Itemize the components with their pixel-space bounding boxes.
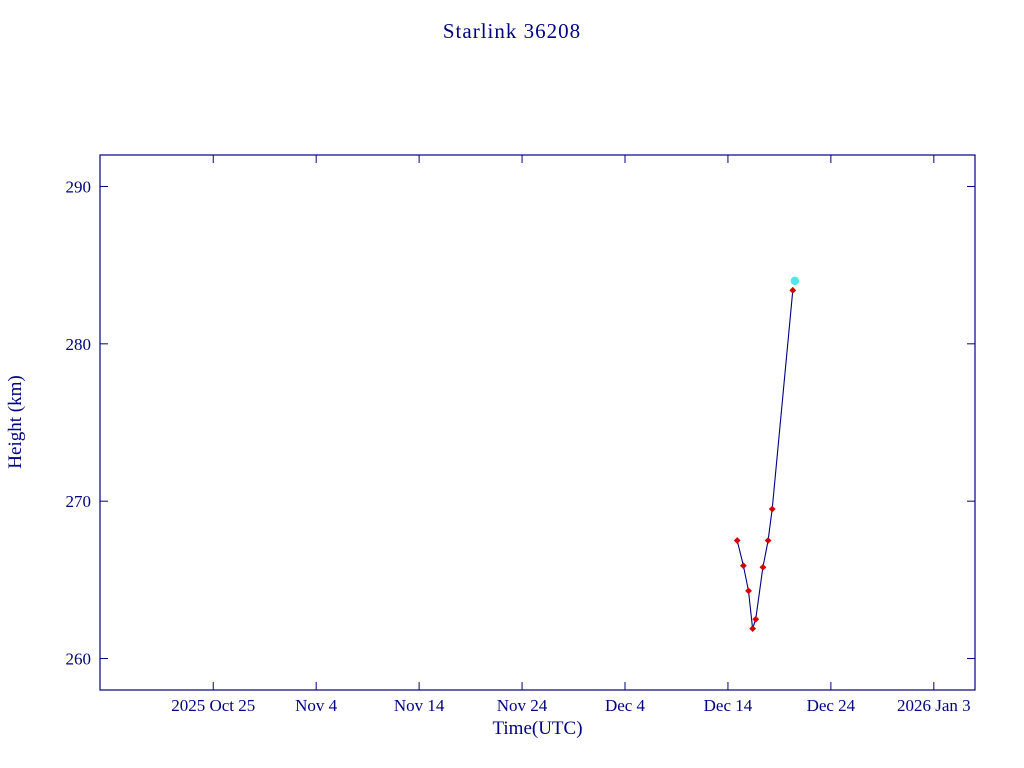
x-tick-label: Nov 24	[497, 696, 548, 715]
x-tick-label: 2025 Oct 25	[171, 696, 255, 715]
marker-diamond	[733, 537, 741, 544]
x-axis-label: Time(UTC)	[492, 718, 583, 739]
series-line	[736, 290, 794, 629]
x-tick-label: Dec 24	[807, 696, 856, 715]
y-tick-label: 290	[66, 177, 92, 196]
x-tick-label: Dec 14	[704, 696, 753, 715]
x-tick-label: Nov 4	[295, 696, 338, 715]
x-tick-label: 2026 Jan 3	[897, 696, 971, 715]
y-tick-label: 280	[66, 335, 92, 354]
marker-diamond	[739, 562, 747, 570]
marker-diamond	[749, 625, 757, 633]
marker-diamond	[759, 563, 767, 571]
plot-frame	[99, 154, 976, 691]
marker-diamond	[745, 587, 752, 595]
x-tick-label: Dec 4	[605, 696, 646, 715]
x-tick-label: Nov 14	[394, 696, 445, 715]
y-tick-label: 270	[66, 492, 92, 511]
marker-circle	[790, 276, 800, 286]
y-tick-label: 260	[66, 650, 92, 669]
marker-diamond	[789, 286, 797, 294]
marker-diamond	[752, 615, 760, 623]
marker-diamond	[768, 505, 776, 513]
marker-diamond	[764, 537, 772, 544]
chart-title: Starlink 36208	[442, 19, 582, 43]
